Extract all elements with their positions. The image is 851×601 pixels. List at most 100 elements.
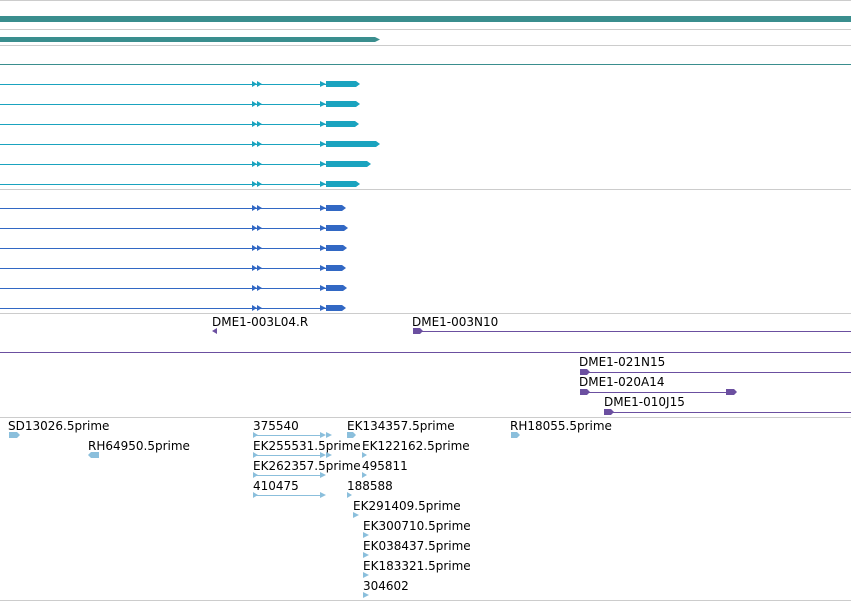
transcript-row[interactable] — [0, 285, 347, 291]
est-feature-ek183321[interactable] — [363, 572, 369, 578]
clone-feature-dme1-021n15[interactable] — [580, 369, 590, 375]
exon-arrow — [252, 101, 257, 107]
est-feature-ek255531-b[interactable] — [320, 452, 326, 458]
clone-feature-dme1-003n10-start[interactable] — [413, 328, 423, 334]
est-feature-ek122162[interactable] — [362, 452, 367, 458]
label-304602[interactable]: 304602 — [363, 579, 409, 593]
clone-track — [0, 328, 851, 415]
exon-arrow — [252, 181, 257, 187]
label-ek134357[interactable]: EK134357.5prime — [347, 419, 455, 433]
clone-feature-dme1-010j15[interactable] — [604, 409, 614, 415]
exon-arrow — [257, 245, 262, 251]
est-feature-ek255531-a[interactable] — [253, 452, 258, 458]
est-feature-188588[interactable] — [347, 492, 352, 498]
est-feature-410475-a[interactable] — [253, 492, 258, 498]
exon-arrow — [257, 101, 262, 107]
est-feature-ek255531-c[interactable] — [326, 452, 332, 458]
est-feature-rh18055[interactable] — [511, 432, 520, 438]
label-ek255531[interactable]: EK255531.5prime — [253, 439, 361, 453]
est-feature-ek262357-a[interactable] — [253, 472, 258, 478]
clone-feature-dme1-003l04r[interactable] — [212, 328, 217, 334]
label-ek291409[interactable]: EK291409.5prime — [353, 499, 461, 513]
transcript-row[interactable] — [0, 225, 348, 231]
transcript-track-teal — [0, 81, 380, 187]
clone-feature-dme1-020a14-end[interactable] — [726, 389, 737, 395]
label-188588[interactable]: 188588 — [347, 479, 393, 493]
label-375540[interactable]: 375540 — [253, 419, 299, 433]
exon-block — [326, 181, 360, 187]
transcript-row[interactable] — [0, 245, 347, 251]
gene-span-track — [0, 16, 851, 30]
exon-arrow — [320, 141, 326, 147]
transcript-row[interactable] — [0, 81, 360, 87]
transcript-row[interactable] — [0, 181, 360, 187]
exon-arrow — [257, 305, 262, 311]
exon-arrow — [257, 285, 262, 291]
label-ek183321[interactable]: EK183321.5prime — [363, 559, 471, 573]
est-feature-rh64950[interactable] — [88, 452, 99, 458]
exon-block — [326, 285, 347, 291]
est-feature-ek134357[interactable] — [347, 432, 356, 438]
exon-arrow — [257, 265, 262, 271]
exon-arrow — [257, 161, 262, 167]
transcript-row[interactable] — [0, 305, 346, 311]
exon-block — [326, 141, 380, 147]
exon-block — [326, 225, 348, 231]
est-feature-ek038437[interactable] — [363, 552, 369, 558]
label-sd13026[interactable]: SD13026.5prime — [8, 419, 110, 433]
exon-arrow — [320, 205, 326, 211]
exon-arrow — [252, 205, 257, 211]
transcript-row[interactable] — [0, 265, 346, 271]
transcript-row[interactable] — [0, 141, 380, 147]
label-410475[interactable]: 410475 — [253, 479, 299, 493]
exon-block — [326, 161, 371, 167]
exon-arrow — [320, 245, 326, 251]
label-dme1-003l04r[interactable]: DME1-003L04.R — [212, 315, 309, 329]
label-dme1-021n15[interactable]: DME1-021N15 — [579, 355, 666, 369]
est-feature-ek300710[interactable] — [363, 532, 369, 538]
exon-block — [326, 121, 359, 127]
exon-arrow — [320, 225, 326, 231]
cds-track — [0, 37, 851, 46]
est-feature-375540-c[interactable] — [326, 432, 332, 438]
cds-feature[interactable] — [0, 37, 380, 42]
label-dme1-020a14[interactable]: DME1-020A14 — [579, 375, 665, 389]
label-ek122162[interactable]: EK122162.5prime — [362, 439, 470, 453]
exon-arrow — [320, 161, 326, 167]
exon-arrow — [252, 285, 257, 291]
exon-arrow — [252, 141, 257, 147]
label-ek262357[interactable]: EK262357.5prime — [253, 459, 361, 473]
est-feature-375540-a[interactable] — [253, 432, 258, 438]
exon-arrow — [320, 285, 326, 291]
label-ek300710[interactable]: EK300710.5prime — [363, 519, 471, 533]
label-ek038437[interactable]: EK038437.5prime — [363, 539, 471, 553]
gene-span-bar[interactable] — [0, 16, 851, 22]
exon-arrow — [252, 121, 257, 127]
clone-feature-dme1-020a14[interactable] — [580, 389, 590, 395]
label-495811[interactable]: 495811 — [362, 459, 408, 473]
est-feature-sd13026[interactable] — [9, 432, 20, 438]
transcript-row[interactable] — [0, 205, 346, 211]
transcript-row[interactable] — [0, 121, 359, 127]
exon-arrow — [257, 225, 262, 231]
transcript-row[interactable] — [0, 161, 371, 167]
label-dme1-010j15[interactable]: DME1-010J15 — [604, 395, 685, 409]
est-feature-375540-b[interactable] — [320, 432, 326, 438]
exon-arrow — [252, 81, 257, 87]
exon-arrow — [257, 141, 262, 147]
est-feature-304602[interactable] — [363, 592, 369, 598]
exon-block — [326, 101, 360, 107]
exon-arrow — [257, 121, 262, 127]
est-feature-410475-b[interactable] — [320, 492, 326, 498]
est-feature-ek291409[interactable] — [353, 512, 359, 518]
exon-arrow — [252, 161, 257, 167]
est-feature-ek262357-b[interactable] — [320, 472, 326, 478]
label-dme1-003n10[interactable]: DME1-003N10 — [412, 315, 499, 329]
exon-block — [326, 81, 360, 87]
est-track — [9, 432, 520, 598]
transcript-row[interactable] — [0, 101, 360, 107]
est-feature-495811[interactable] — [362, 472, 367, 478]
exon-arrow — [320, 121, 326, 127]
label-rh64950[interactable]: RH64950.5prime — [88, 439, 190, 453]
label-rh18055[interactable]: RH18055.5prime — [510, 419, 612, 433]
